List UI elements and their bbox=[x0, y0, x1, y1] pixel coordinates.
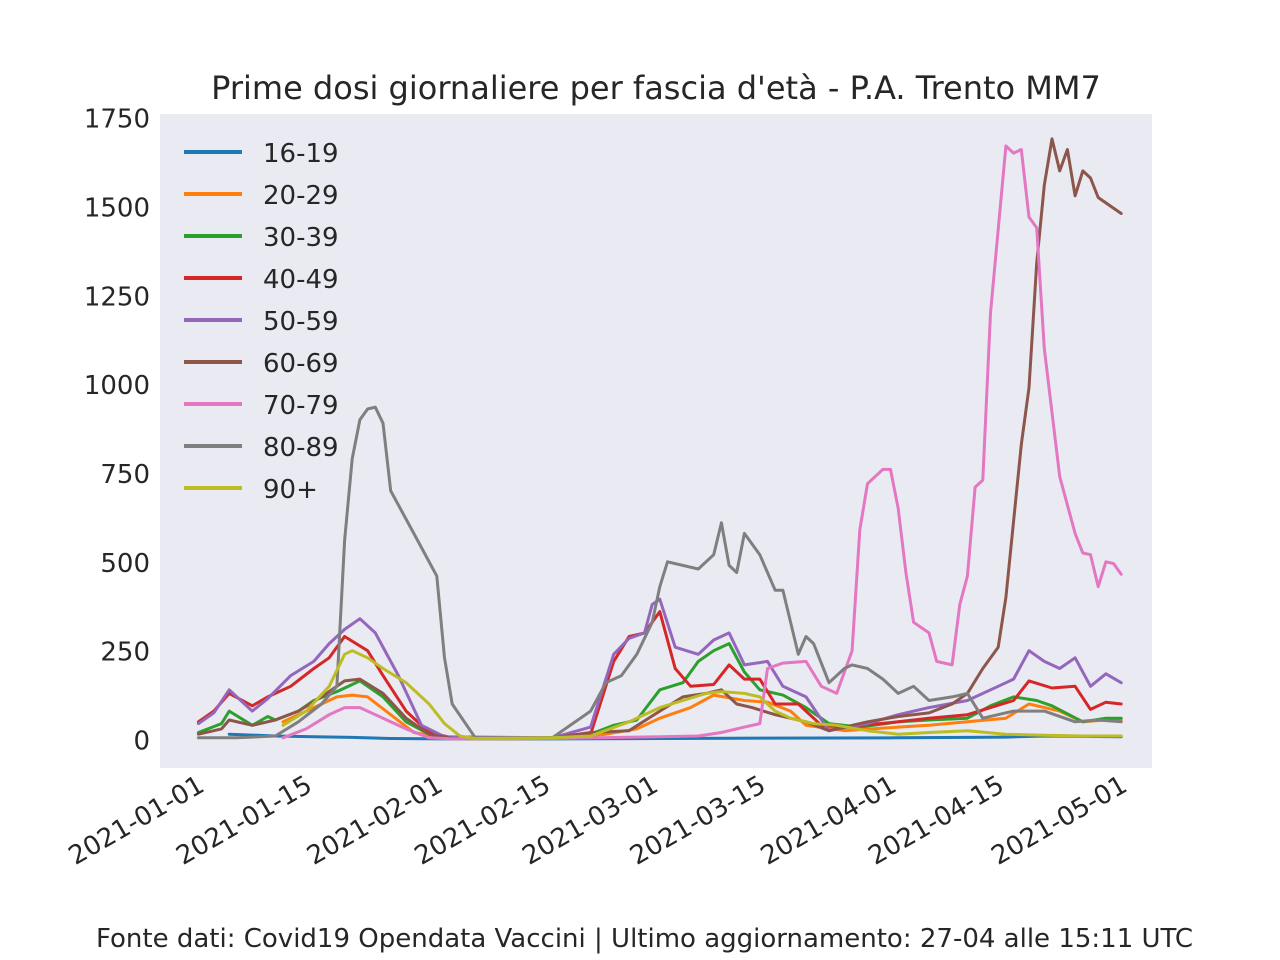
y-tick-label: 500 bbox=[100, 549, 150, 579]
legend-label: 90+ bbox=[263, 475, 318, 505]
legend-label: 70-79 bbox=[263, 391, 339, 421]
y-tick-label: 250 bbox=[100, 638, 150, 668]
y-tick-label: 0 bbox=[133, 727, 150, 757]
y-tick-label: 1750 bbox=[84, 105, 150, 135]
series-line-50-59 bbox=[196, 597, 1123, 740]
legend-label: 30-39 bbox=[263, 223, 339, 253]
y-tick-label: 1500 bbox=[84, 193, 150, 223]
series-line-80-89 bbox=[196, 405, 1123, 740]
legend-label: 40-49 bbox=[263, 265, 339, 295]
series-line-20-29 bbox=[281, 693, 1123, 741]
legend: 16-19 20-29 30-39 40-49 50-59 60-69 70-79 80-89… bbox=[184, 139, 339, 505]
series-line-90+ bbox=[281, 649, 1123, 740]
legend-label: 16-19 bbox=[263, 139, 339, 169]
chart-title: Prime dosi giornaliere per fascia d'età … bbox=[211, 69, 1101, 107]
series-lines bbox=[196, 137, 1123, 741]
legend-label: 80-89 bbox=[263, 433, 339, 463]
x-tick-label: 2021-05-01 bbox=[987, 770, 1133, 872]
y-axis-ticks: 0 250 500 750 1000 1250 1500 1750 bbox=[84, 105, 150, 757]
x-axis-ticks: 2021-01-012021-01-152021-02-012021-02-15… bbox=[64, 770, 1133, 872]
legend-label: 20-29 bbox=[263, 181, 339, 211]
y-tick-label: 750 bbox=[100, 460, 150, 490]
y-tick-label: 1000 bbox=[84, 371, 150, 401]
source-footer: Fonte dati: Covid19 Opendata Vaccini | U… bbox=[96, 924, 1194, 954]
series-line-40-49 bbox=[196, 610, 1123, 740]
y-tick-label: 1250 bbox=[84, 282, 150, 312]
legend-label: 50-59 bbox=[263, 307, 339, 337]
legend-label: 60-69 bbox=[263, 349, 339, 379]
